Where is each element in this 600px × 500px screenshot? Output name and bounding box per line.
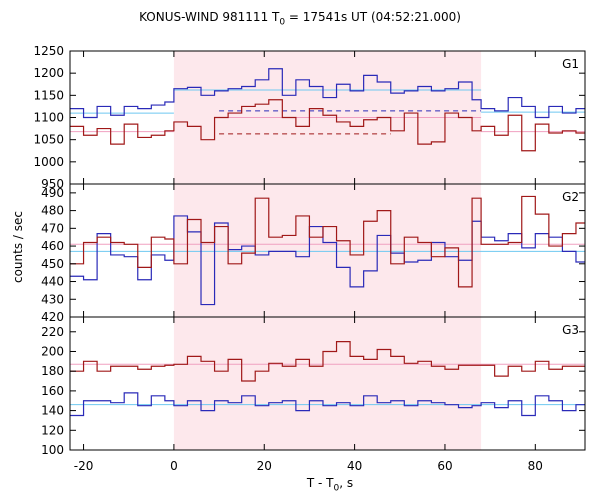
x-axis-label: T - T0, s xyxy=(306,476,354,494)
g3-y-tick-label-180: 180 xyxy=(41,364,64,378)
g1-y-tick-label-950: 950 xyxy=(41,177,64,191)
g1-y-tick-label-1000: 1000 xyxy=(33,155,64,169)
g2-panel-label: G2 xyxy=(562,190,579,204)
g1-panel-label: G1 xyxy=(562,57,579,71)
g2-y-tick-label-420: 420 xyxy=(41,310,64,324)
g2-red-series-line xyxy=(70,195,585,288)
x-tick-label-20: 20 xyxy=(257,459,272,473)
g3-blue-series-line xyxy=(70,392,585,417)
g1-y-tick-label-1200: 1200 xyxy=(33,66,64,80)
g2-y-tick-label-430: 430 xyxy=(41,292,64,306)
g2-y-tick-label-470: 470 xyxy=(41,221,64,235)
g1-blue-series-line xyxy=(70,68,585,119)
g3-panel-label: G3 xyxy=(562,323,579,337)
g1-y-tick-label-1250: 1250 xyxy=(33,44,64,58)
g2-y-tick-label-460: 460 xyxy=(41,239,64,253)
g3-y-tick-label-120: 120 xyxy=(41,423,64,437)
fit-lines-layer xyxy=(70,89,585,406)
g3-y-tick-label-220: 220 xyxy=(41,325,64,339)
g2-y-tick-label-440: 440 xyxy=(41,275,64,289)
g2-y-tick-label-490: 490 xyxy=(41,186,64,200)
x-tick-label-80: 80 xyxy=(528,459,543,473)
g2-y-tick-label-480: 480 xyxy=(41,204,64,218)
x-tick-label--20: -20 xyxy=(74,459,94,473)
g3-y-tick-label-140: 140 xyxy=(41,404,64,418)
g3-y-tick-label-160: 160 xyxy=(41,384,64,398)
g2-blue-series-line xyxy=(70,215,585,306)
x-tick-label-60: 60 xyxy=(437,459,452,473)
y-axis-label: counts / sec xyxy=(11,211,25,284)
chart-title: KONUS-WIND 981111 T0 = 17541s UT (04:52:… xyxy=(139,10,461,28)
axes-layer: G1950100010501100115012001250G2420430440… xyxy=(33,44,586,473)
g3-panel-frame xyxy=(69,316,586,451)
g1-y-tick-label-1050: 1050 xyxy=(33,133,64,147)
g1-y-tick-label-1150: 1150 xyxy=(33,88,64,102)
series-layer xyxy=(70,68,585,417)
g1-red-series-line xyxy=(70,99,585,152)
g3-y-tick-label-200: 200 xyxy=(41,344,64,358)
g3-y-tick-label-100: 100 xyxy=(41,443,64,457)
g1-y-tick-label-1100: 1100 xyxy=(33,111,64,125)
x-tick-label-40: 40 xyxy=(347,459,362,473)
g3-red-series-line xyxy=(70,341,585,382)
x-tick-label-0: 0 xyxy=(170,459,178,473)
g2-y-tick-label-450: 450 xyxy=(41,257,64,271)
